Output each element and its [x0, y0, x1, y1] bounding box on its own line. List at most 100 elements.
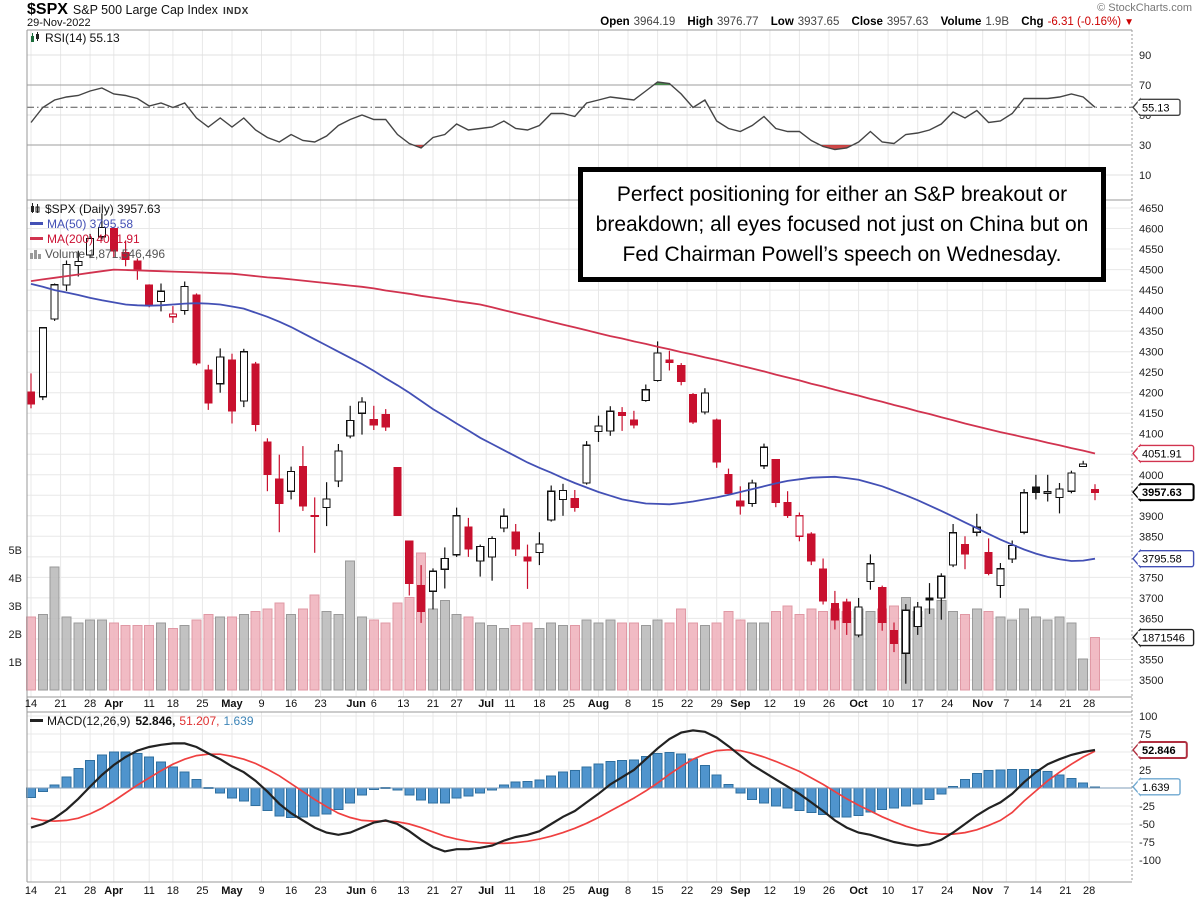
svg-text:Jul: Jul [478, 698, 494, 710]
svg-text:11: 11 [504, 885, 515, 897]
svg-text:28: 28 [84, 885, 96, 897]
line-swatch-icon [30, 719, 43, 722]
svg-text:14: 14 [1030, 698, 1042, 710]
svg-text:29: 29 [711, 885, 723, 897]
svg-text:4550: 4550 [1139, 244, 1163, 256]
open-value: 3964.19 [633, 16, 676, 28]
volume-legend-label: Volume 1,871,546,496 [45, 247, 166, 261]
svg-text:-25: -25 [1139, 801, 1155, 813]
volume-legend: Volume 1,871,546,496 [30, 247, 165, 262]
svg-text:4B: 4B [9, 573, 22, 585]
svg-text:4200: 4200 [1139, 388, 1163, 400]
svg-text:23: 23 [315, 698, 327, 710]
chg-label: Chg [1021, 16, 1044, 28]
svg-text:4650: 4650 [1139, 203, 1163, 215]
spx-legend-label: $SPX (Daily) 3957.63 [45, 202, 161, 216]
svg-text:Apr: Apr [104, 698, 124, 710]
svg-text:Aug: Aug [588, 698, 609, 710]
line-swatch-icon [30, 237, 43, 240]
volume-value: 1.9B [985, 16, 1010, 28]
candlestick-icon [30, 32, 41, 46]
quote-bar: Open 3964.19 High 3976.77 Low 3937.65 Close… [600, 16, 1134, 28]
svg-text:Aug: Aug [588, 885, 609, 897]
chart-header: $SPX S&P 500 Large Cap Index INDX [27, 1, 249, 19]
svg-text:12: 12 [764, 885, 776, 897]
stockcharts-credit: © StockCharts.com [1097, 2, 1192, 14]
svg-text:1.639: 1.639 [1142, 782, 1170, 794]
svg-text:4500: 4500 [1139, 265, 1163, 277]
svg-text:18: 18 [167, 698, 179, 710]
svg-text:52.846: 52.846 [1142, 745, 1176, 757]
svg-text:26: 26 [823, 698, 835, 710]
svg-text:75: 75 [1139, 729, 1151, 741]
svg-text:16: 16 [285, 885, 297, 897]
svg-text:25: 25 [196, 885, 208, 897]
chg-down-arrow-icon: ▼ [1124, 17, 1134, 28]
chg-value: -6.31 (-0.16%) [1047, 16, 1122, 28]
svg-text:3B: 3B [9, 601, 22, 613]
svg-text:4350: 4350 [1139, 326, 1163, 338]
high-label: High [687, 16, 713, 28]
svg-text:4600: 4600 [1139, 224, 1163, 236]
ma50-legend: MA(50) 3795.58 [30, 217, 133, 231]
svg-text:29: 29 [711, 698, 723, 710]
svg-text:24: 24 [941, 698, 953, 710]
ticker-exchange: INDX [222, 6, 249, 17]
svg-text:21: 21 [1059, 885, 1071, 897]
svg-text:4400: 4400 [1139, 306, 1163, 318]
svg-text:Apr: Apr [104, 885, 124, 897]
svg-text:2B: 2B [9, 629, 22, 641]
svg-text:11: 11 [144, 698, 155, 710]
svg-text:28: 28 [1083, 698, 1095, 710]
svg-text:90: 90 [1139, 50, 1151, 62]
svg-text:14: 14 [1030, 885, 1042, 897]
svg-text:3650: 3650 [1139, 613, 1163, 625]
ticker-name: S&P 500 Large Cap Index [72, 3, 218, 17]
svg-text:18: 18 [533, 885, 545, 897]
svg-text:21: 21 [54, 698, 66, 710]
svg-text:-75: -75 [1139, 837, 1155, 849]
line-swatch-icon [30, 222, 43, 225]
svg-text:1871546: 1871546 [1142, 633, 1185, 645]
svg-text:13: 13 [397, 698, 409, 710]
svg-text:7: 7 [1003, 698, 1009, 710]
svg-text:3550: 3550 [1139, 654, 1163, 666]
svg-text:4051.91: 4051.91 [1142, 448, 1182, 460]
chart-date: 29-Nov-2022 [27, 17, 91, 29]
svg-text:18: 18 [167, 885, 179, 897]
svg-text:22: 22 [681, 698, 693, 710]
svg-text:21: 21 [54, 885, 66, 897]
svg-text:15: 15 [651, 698, 663, 710]
svg-text:15: 15 [651, 885, 663, 897]
candlestick-icon [30, 203, 41, 217]
svg-text:-50: -50 [1139, 819, 1155, 831]
svg-text:3700: 3700 [1139, 593, 1163, 605]
svg-text:19: 19 [793, 698, 805, 710]
svg-text:26: 26 [823, 885, 835, 897]
svg-text:Jul: Jul [478, 885, 494, 897]
svg-text:100: 100 [1139, 711, 1157, 723]
svg-text:3850: 3850 [1139, 531, 1163, 543]
svg-text:3750: 3750 [1139, 572, 1163, 584]
svg-text:30: 30 [1139, 140, 1151, 152]
svg-text:Sep: Sep [730, 698, 750, 710]
svg-text:21: 21 [427, 698, 439, 710]
volume-bars-icon [30, 248, 41, 262]
svg-text:12: 12 [764, 698, 776, 710]
svg-text:22: 22 [681, 885, 693, 897]
svg-text:4150: 4150 [1139, 408, 1163, 420]
open-label: Open [600, 16, 630, 28]
svg-text:Jun: Jun [346, 698, 366, 710]
svg-text:3500: 3500 [1139, 675, 1163, 687]
macd-value: 52.846, [135, 714, 176, 728]
hist-value: 1.639 [223, 714, 254, 728]
svg-text:14: 14 [25, 698, 37, 710]
annotation-text: Perfect positioning for either an S&P br… [595, 183, 1089, 266]
svg-text:4100: 4100 [1139, 429, 1163, 441]
high-value: 3976.77 [716, 16, 759, 28]
svg-text:18: 18 [533, 698, 545, 710]
low-label: Low [770, 16, 794, 28]
svg-text:Nov: Nov [972, 885, 994, 897]
